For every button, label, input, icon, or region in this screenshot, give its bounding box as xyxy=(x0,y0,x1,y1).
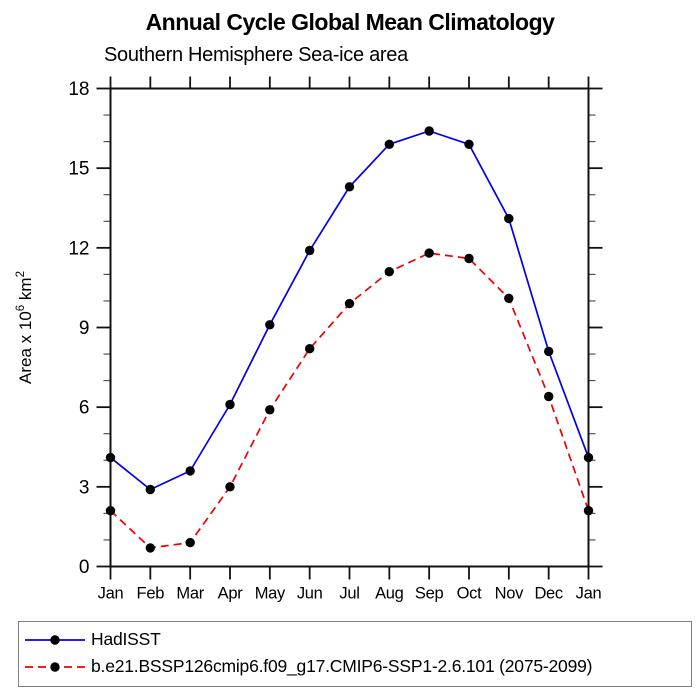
x-tick-label: Jun xyxy=(297,585,323,603)
legend-item: b.e21.BSSP126cmip6.f09_g17.CMIP6-SSP1-2.… xyxy=(24,653,691,680)
legend-box: HadISST b.e21.BSSP126cmip6.f09_g17.CMIP6-… xyxy=(18,621,692,687)
y-axis-ticks xyxy=(96,87,603,568)
x-tick-label: Oct xyxy=(457,585,482,603)
data-point xyxy=(105,452,116,463)
series-markers-0 xyxy=(105,126,594,495)
x-tick-label: Mar xyxy=(176,585,204,603)
x-tick-label: Aug xyxy=(375,585,404,603)
x-axis-ticks xyxy=(109,76,590,580)
legend-item: HadISST xyxy=(24,626,691,653)
plot-border xyxy=(109,87,590,568)
y-tick-label: 0 xyxy=(79,557,90,578)
data-point xyxy=(265,320,275,330)
x-tick-label: Sep xyxy=(415,585,444,603)
data-point xyxy=(504,293,514,303)
legend-marker xyxy=(50,661,60,672)
data-point xyxy=(265,405,275,415)
x-tick-label: Dec xyxy=(534,585,562,603)
y-tick-label: 9 xyxy=(79,318,90,339)
data-point xyxy=(464,253,474,264)
data-point xyxy=(145,484,155,495)
x-tick-label: May xyxy=(255,585,286,603)
data-point xyxy=(544,346,554,357)
data-point xyxy=(424,126,434,136)
y-tick-label: 3 xyxy=(79,477,90,498)
x-tick-label: Nov xyxy=(495,585,524,603)
data-point xyxy=(384,267,394,277)
y-tick-label: 18 xyxy=(68,79,89,100)
x-tick-label: Jan xyxy=(576,585,602,603)
y-axis-title: Area x 106 km2 xyxy=(15,271,35,384)
x-tick-label: Apr xyxy=(218,585,244,603)
data-point xyxy=(384,139,394,149)
data-point xyxy=(424,248,434,258)
data-point xyxy=(225,399,235,410)
legend-marker xyxy=(50,634,60,645)
data-point xyxy=(544,391,554,402)
series-line-1 xyxy=(109,252,590,549)
data-point xyxy=(583,452,594,463)
chart-title: Annual Cycle Global Mean Climatology xyxy=(145,9,555,35)
data-point xyxy=(344,298,355,309)
data-point xyxy=(583,506,594,516)
legend-label: HadISST xyxy=(91,629,161,649)
legend-label: b.e21.BSSP126cmip6.f09_g17.CMIP6-SSP1-2.… xyxy=(91,656,593,676)
data-point xyxy=(344,182,355,192)
series-markers-1 xyxy=(105,248,594,553)
data-point xyxy=(225,482,235,492)
legend-sample xyxy=(25,634,85,645)
x-tick-label: Feb xyxy=(137,585,165,603)
data-point xyxy=(464,139,474,149)
legend-sample xyxy=(25,661,85,672)
data-point xyxy=(305,245,315,256)
chart-subtitle: Southern Hemisphere Sea-ice area xyxy=(104,44,408,66)
data-point xyxy=(105,506,116,516)
data-point xyxy=(145,543,155,553)
data-point xyxy=(185,537,195,548)
x-tick-label: Jan xyxy=(98,585,124,603)
data-point xyxy=(185,466,195,476)
y-tick-label: 15 xyxy=(68,159,89,180)
y-tick-label: 6 xyxy=(79,398,90,419)
x-axis-labels: Jan Feb Mar Apr May Jun Jul Aug Sep Oct Nov Dec Jan xyxy=(98,585,602,603)
data-point xyxy=(504,213,514,224)
y-axis-labels: 0 3 6 9 12 15 18 xyxy=(68,79,89,578)
y-tick-label: 12 xyxy=(68,238,89,259)
x-tick-label: Jul xyxy=(339,585,359,603)
data-point xyxy=(305,344,315,354)
